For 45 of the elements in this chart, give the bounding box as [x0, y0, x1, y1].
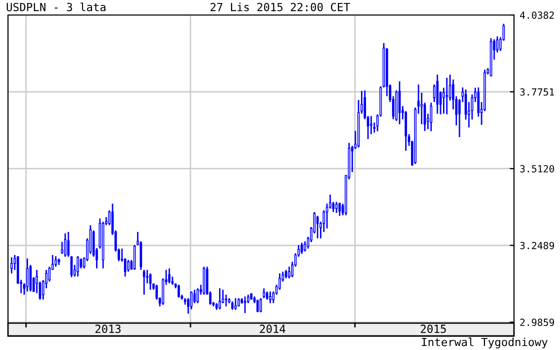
chart-title: USDPLN - 3 lata — [6, 2, 106, 12]
y-tick-label: 3.5120 — [520, 165, 554, 172]
candlestick — [278, 272, 281, 290]
candlestick — [127, 259, 130, 272]
candlestick — [300, 242, 303, 255]
candlestick — [190, 290, 193, 310]
candlestick — [224, 294, 228, 308]
y-tick-label: 2.9859 — [520, 318, 554, 326]
candlestick — [370, 115, 372, 135]
candlestick — [430, 102, 432, 132]
candlestick — [244, 296, 246, 314]
text: Interwal Tygodniowy — [422, 338, 548, 348]
candlestick — [168, 268, 170, 284]
candlestick — [76, 255, 80, 278]
candlestick — [338, 202, 341, 217]
candlestick — [133, 244, 136, 271]
candlestick — [436, 74, 439, 114]
candlestick — [196, 288, 199, 304]
candlestick — [304, 240, 306, 252]
candlestick — [218, 288, 221, 310]
candlestick — [67, 231, 70, 258]
candlestick — [446, 77, 448, 115]
y-tick-label: 3.2489 — [520, 242, 554, 250]
candlestick — [256, 298, 259, 313]
candlestick — [288, 266, 290, 280]
y-tick-label: 4.0382 — [520, 12, 554, 19]
candlestick — [142, 269, 146, 296]
candlestick — [10, 256, 13, 274]
candlestick — [316, 215, 319, 240]
x-tick-label: 2014 — [260, 324, 286, 334]
candlestick — [262, 288, 266, 299]
x-tick-label: 2013 — [95, 324, 121, 334]
x-tick-label: 2015 — [420, 324, 446, 334]
candlestick — [149, 272, 152, 290]
y-tick-label: 3.7751 — [520, 88, 554, 96]
candlestick — [60, 241, 64, 255]
chart-subtitle: 27 Lis 2015 22:00 CET — [210, 2, 350, 12]
candlestick — [26, 258, 29, 292]
candlestick — [269, 290, 272, 304]
candlestick — [433, 84, 436, 103]
candlestick — [260, 297, 262, 313]
candlestick — [54, 255, 57, 268]
candlestick — [404, 110, 408, 152]
candlestick — [64, 232, 66, 258]
candlestick — [178, 284, 180, 298]
